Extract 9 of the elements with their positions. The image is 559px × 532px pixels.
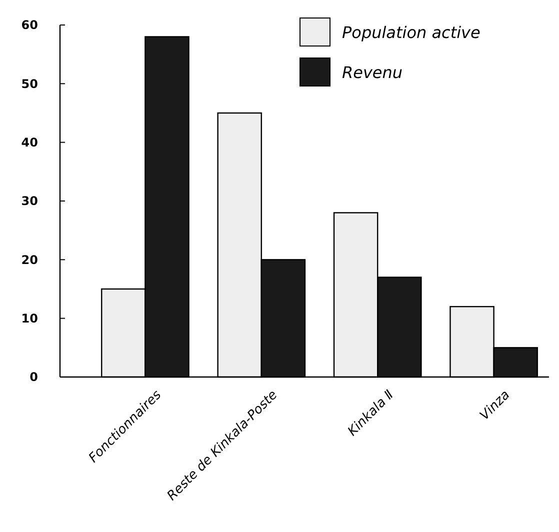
legend-label: Population active [342,23,481,42]
y-tick-label: 0 [30,370,38,384]
y-tick-label: 40 [21,136,38,150]
y-tick-label: 10 [21,312,38,326]
y-tick-label: 30 [21,194,38,208]
y-tick-label: 60 [21,18,38,32]
y-tick-label: 50 [21,76,38,91]
y-tick-label: 20 [21,252,38,267]
legend-label: Revenu [342,63,403,82]
